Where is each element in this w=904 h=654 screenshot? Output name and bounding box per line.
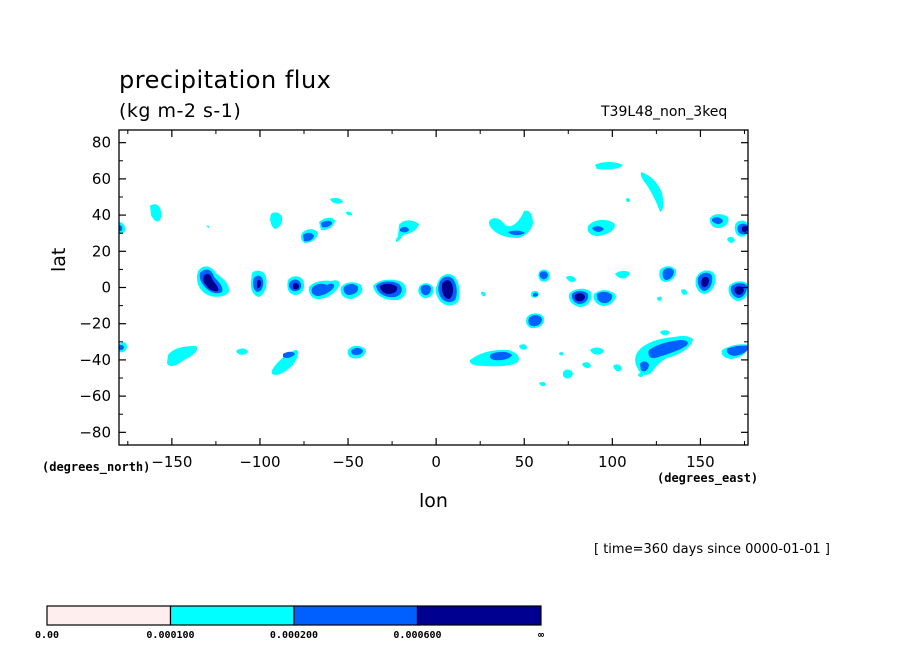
y-tick-label: −40 bbox=[79, 351, 111, 369]
colorbar-swatch bbox=[46, 605, 172, 626]
y-unit-label: (degrees_north) bbox=[42, 460, 151, 474]
chart-title: precipitation flux bbox=[119, 66, 332, 94]
precip-shapes bbox=[119, 162, 748, 387]
y-tick-label: 0 bbox=[101, 279, 111, 297]
y-tick-label: −80 bbox=[79, 423, 111, 441]
y-tick-label: 40 bbox=[92, 206, 111, 224]
x-tick-label: −150 bbox=[151, 453, 192, 471]
x-tick-label: 100 bbox=[598, 453, 627, 471]
chart-subtitle: (kg m-2 s-1) bbox=[119, 100, 242, 122]
colorbar-label: ∞ bbox=[538, 630, 544, 641]
colorbar-label: 0.00 bbox=[35, 630, 59, 641]
experiment-label: T39L48_non_3keq bbox=[601, 104, 728, 120]
y-tick-label: 80 bbox=[92, 134, 111, 152]
colorbar: 0.00 0.000100 0.000200 0.000600 ∞ bbox=[35, 605, 544, 641]
time-label: [ time=360 days since 0000-01-01 ] bbox=[594, 542, 830, 557]
colorbar-swatch bbox=[416, 605, 542, 626]
y-tick-label: −60 bbox=[79, 387, 111, 405]
x-tick-label: 0 bbox=[431, 453, 441, 471]
x-tick-label: −100 bbox=[239, 453, 280, 471]
colorbar-label: 0.000100 bbox=[146, 630, 194, 641]
colorbar-label: 0.000200 bbox=[270, 630, 318, 641]
x-tick-label: 50 bbox=[515, 453, 534, 471]
axis-ticks bbox=[119, 130, 748, 445]
axis-tick-labels: −150 −100 −50 0 50 100 150 80 60 40 20 0 −20 −40 −60 −8… bbox=[79, 134, 714, 471]
x-unit-label: (degrees_east) bbox=[657, 471, 759, 485]
x-axis-label: lon bbox=[419, 490, 448, 512]
y-tick-label: 20 bbox=[92, 242, 111, 260]
colorbar-swatch bbox=[169, 605, 295, 626]
colorbar-label: 0.000600 bbox=[393, 630, 441, 641]
y-tick-label: 60 bbox=[92, 170, 111, 188]
x-tick-label: 150 bbox=[686, 453, 715, 471]
y-tick-label: −20 bbox=[79, 315, 111, 333]
colorbar-swatch bbox=[293, 605, 419, 626]
x-tick-label: −50 bbox=[332, 453, 364, 471]
